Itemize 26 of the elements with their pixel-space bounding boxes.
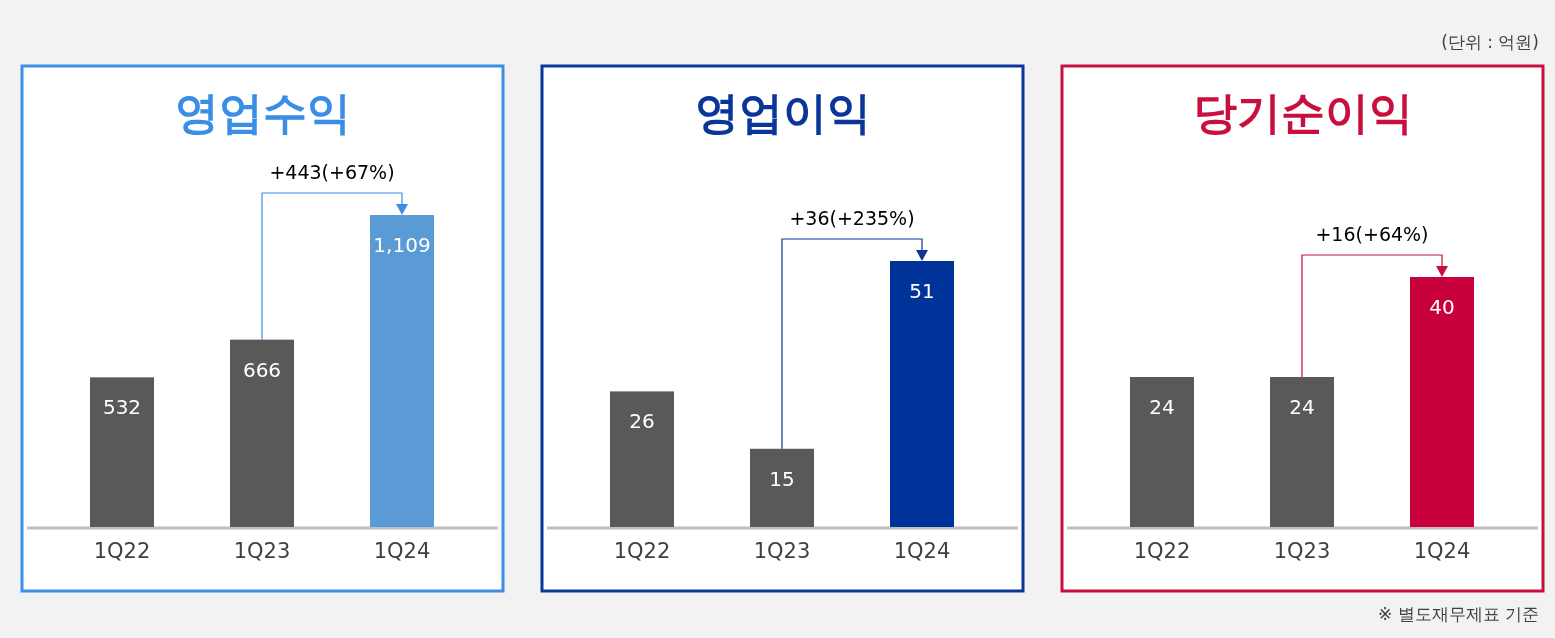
x-tick-label: 1Q23	[233, 539, 291, 563]
data-label: 24	[1149, 395, 1175, 419]
x-tick-label: 1Q24	[893, 539, 951, 563]
data-label: 666	[242, 357, 282, 382]
data-label: 51	[909, 279, 935, 303]
data-label: 40	[1429, 295, 1455, 319]
text: +16(+64%)	[1315, 223, 1429, 245]
data-label: 1,109	[373, 233, 431, 257]
x-tick-label: 1Q23	[1273, 539, 1331, 563]
data-label: 532	[102, 395, 142, 420]
x-tick-label: 1Q24	[1413, 539, 1471, 563]
x-tick-label: 1Q22	[1133, 539, 1191, 563]
chart-title: 영업이익	[694, 87, 871, 138]
x-tick-label: 1Q24	[373, 539, 431, 563]
data-label: 26	[629, 409, 655, 434]
text: (단위 : 억원)	[1441, 32, 1539, 52]
x-tick-label: 1Q22	[613, 539, 671, 563]
x-tick-label: 1Q23	[753, 539, 811, 563]
data-label: 15	[769, 466, 795, 491]
data-label: 24	[1289, 395, 1315, 419]
x-tick-label: 1Q22	[93, 539, 151, 563]
chart-title: 영업수익	[174, 87, 351, 138]
text: ※ 별도재무제표 기준	[1377, 604, 1539, 624]
text: +36(+235%)	[789, 207, 915, 229]
text: +443(+67%)	[269, 161, 395, 183]
chart-title: 당기순이익	[1192, 87, 1413, 138]
